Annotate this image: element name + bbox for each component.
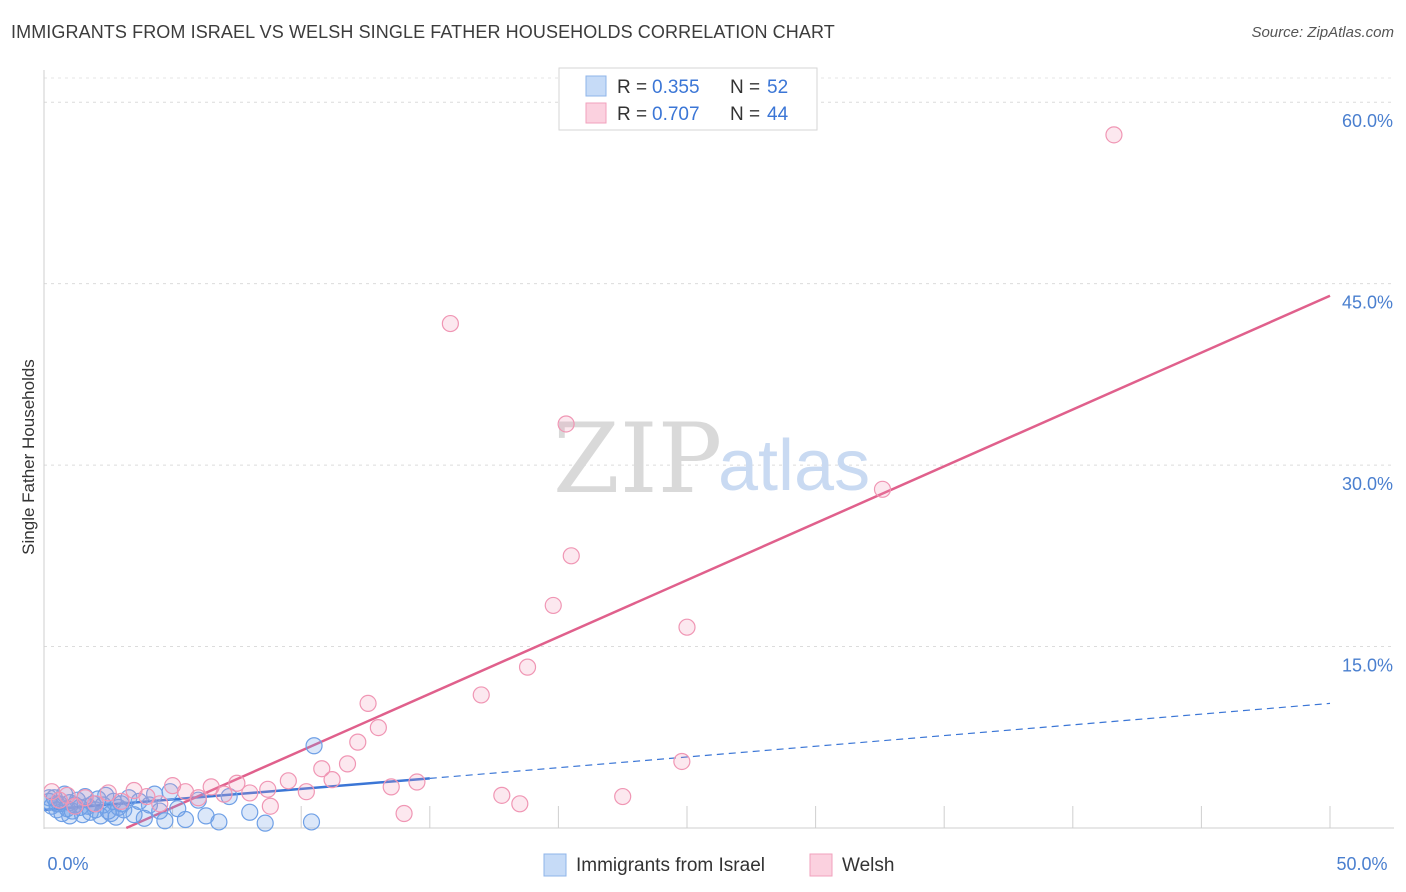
welsh-point-26 xyxy=(369,718,387,737)
chart-source: Source: ZipAtlas.com xyxy=(1251,24,1394,41)
israel-point-43 xyxy=(210,813,228,831)
data-points xyxy=(44,126,1123,832)
legend-n-label-1: N = xyxy=(730,104,760,125)
welsh-point-34 xyxy=(518,658,537,676)
welsh-point-33 xyxy=(511,795,529,813)
bottom-legend-label-welsh: Welsh xyxy=(842,855,894,876)
welsh-point-40 xyxy=(678,618,696,636)
welsh-point-30 xyxy=(441,314,459,333)
welsh-point-38 xyxy=(614,787,632,806)
welsh-point-17 xyxy=(241,784,259,802)
welsh-point-24 xyxy=(349,733,367,751)
israel-point-37 xyxy=(156,812,174,830)
chart-title: IMMIGRANTS FROM ISRAEL VS WELSH SINGLE F… xyxy=(11,22,835,42)
welsh-point-10 xyxy=(151,795,169,813)
x-tick-label-0: 0.0% xyxy=(47,854,88,874)
welsh-point-42 xyxy=(1105,126,1123,144)
legend-swatch-israel xyxy=(585,75,607,97)
bottom-legend-label-israel: Immigrants from Israel xyxy=(576,855,765,876)
bottom-legend: Immigrants from Israel Welsh xyxy=(543,853,894,877)
welsh-trend-line xyxy=(125,294,1331,830)
legend-box: R = 0.355 N = 52 R = 0.707 N = 44 xyxy=(558,67,818,131)
welsh-point-43 xyxy=(261,797,279,815)
welsh-point-6 xyxy=(99,784,117,802)
israel-point-33 xyxy=(135,809,153,827)
legend-r-label-0: R = xyxy=(617,77,647,98)
legend-n-value-1: 44 xyxy=(767,104,789,125)
welsh-point-18 xyxy=(259,780,277,798)
welsh-point-23 xyxy=(338,755,357,773)
israel-point-36 xyxy=(151,802,169,820)
welsh-point-19 xyxy=(279,772,297,790)
welsh-point-41 xyxy=(873,480,892,498)
welsh-point-29 xyxy=(408,773,426,791)
welsh-point-14 xyxy=(202,778,220,796)
legend-n-value-0: 52 xyxy=(767,77,788,98)
welsh-point-22 xyxy=(323,771,341,789)
welsh-point-37 xyxy=(562,547,580,565)
welsh-point-35 xyxy=(544,596,562,615)
y-tick-label-1: 30.0% xyxy=(1342,474,1393,494)
welsh-point-16 xyxy=(228,774,246,792)
welsh-point-7 xyxy=(112,792,130,810)
bottom-legend-swatch-welsh xyxy=(809,853,833,877)
welsh-point-9 xyxy=(138,787,156,806)
y-axis-label: Single Father Households xyxy=(19,359,38,555)
welsh-point-39 xyxy=(673,752,691,771)
gridlines xyxy=(44,77,1394,648)
welsh-point-15 xyxy=(215,785,233,803)
legend-r-value-0: 0.355 xyxy=(652,77,700,98)
welsh-point-21 xyxy=(313,760,331,778)
welsh-point-32 xyxy=(493,786,511,804)
legend-n-label-0: N = xyxy=(730,77,760,98)
israel-point-40 xyxy=(176,810,195,829)
welsh-point-28 xyxy=(395,804,413,823)
israel-point-51 xyxy=(305,737,323,755)
welsh-point-25 xyxy=(359,694,377,713)
israel-point-47 xyxy=(302,813,321,831)
welsh-point-5 xyxy=(86,795,105,813)
welsh-point-13 xyxy=(189,789,207,807)
watermark-zip: ZIP xyxy=(553,403,722,515)
y-tick-label-0: 15.0% xyxy=(1342,656,1393,676)
axes xyxy=(43,70,1394,829)
legend-swatch-welsh xyxy=(585,102,607,124)
y-tick-label-3: 60.0% xyxy=(1342,111,1393,131)
bottom-legend-swatch-israel xyxy=(543,853,567,877)
welsh-point-4 xyxy=(76,789,94,807)
watermark-atlas: atlas xyxy=(718,426,870,506)
welsh-point-20 xyxy=(297,783,315,801)
israel-point-46 xyxy=(256,814,274,832)
welsh-point-31 xyxy=(472,686,490,704)
israel-point-45 xyxy=(241,803,259,821)
y-tick-label-2: 45.0% xyxy=(1342,293,1393,313)
welsh-point-27 xyxy=(382,778,400,796)
trend-lines xyxy=(43,294,1331,830)
tick-labels: 15.0% 30.0% 45.0% 60.0% 0.0% 50.0% xyxy=(47,111,1393,874)
legend-r-label-1: R = xyxy=(617,104,647,125)
x-tick-label-1: 50.0% xyxy=(1336,854,1387,874)
legend-r-value-1: 0.707 xyxy=(652,104,700,125)
welsh-point-36 xyxy=(557,415,575,433)
israel-point-31 xyxy=(125,806,143,824)
watermark: ZIP atlas xyxy=(553,403,870,515)
israel-trend-line-dashed xyxy=(429,702,1331,780)
israel-point-49 xyxy=(61,807,79,825)
